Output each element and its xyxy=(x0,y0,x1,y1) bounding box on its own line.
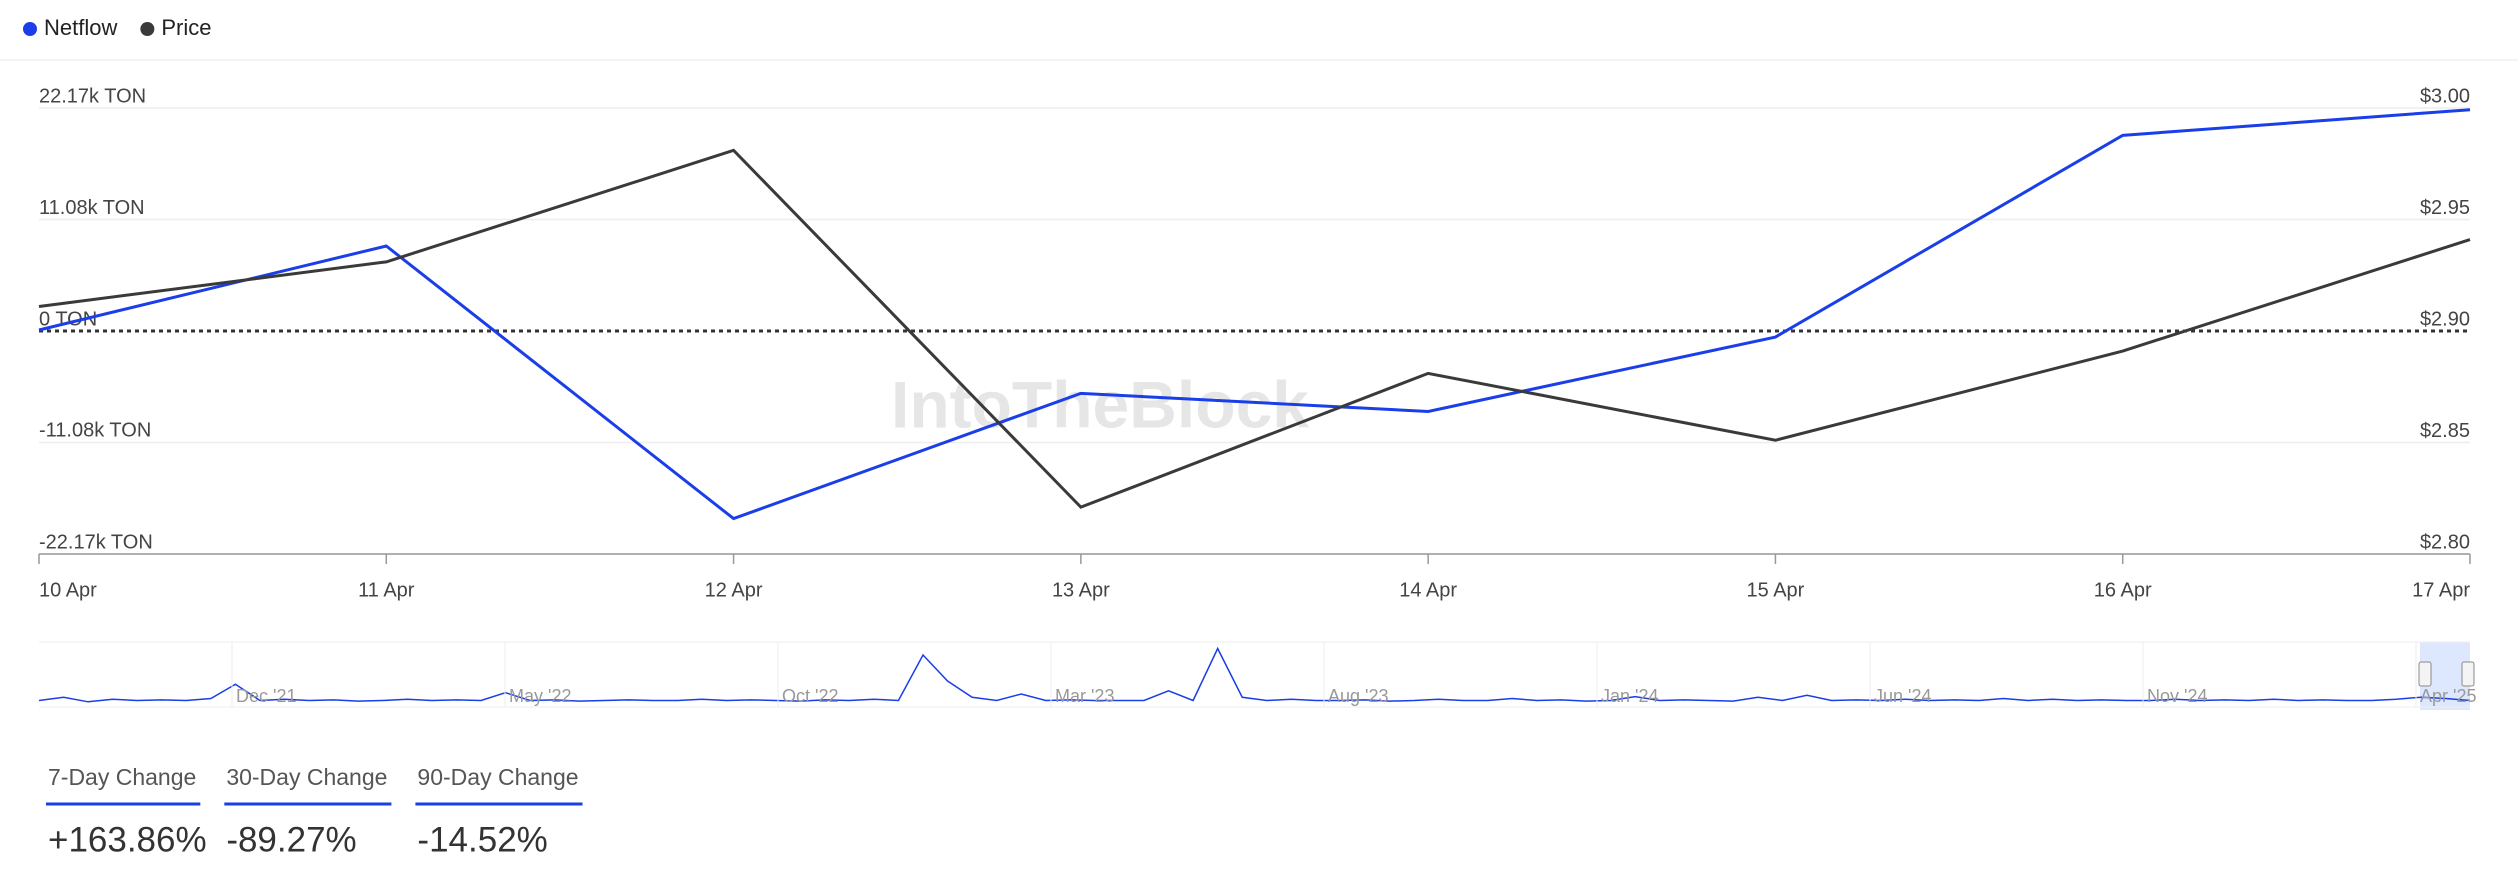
nav-label: Aug '23 xyxy=(1328,686,1389,706)
nav-line xyxy=(38,646,2471,703)
nav-label: Dec '21 xyxy=(236,686,296,706)
x-tick-label: 13 Apr xyxy=(1052,579,1110,601)
nav-handle[interactable] xyxy=(2461,661,2475,687)
y2-tick-label: $3.00 xyxy=(2420,85,2470,107)
x-tick-label: 14 Apr xyxy=(1399,579,1457,601)
stat-title[interactable]: 30-Day Change xyxy=(226,764,387,790)
y-tick-label: 22.17k TON xyxy=(39,85,146,107)
legend-label[interactable]: Price xyxy=(161,15,211,40)
x-tick-label: 17 Apr xyxy=(2412,579,2470,601)
nav-label: May '22 xyxy=(509,686,571,706)
x-tick-label: 15 Apr xyxy=(1747,579,1805,601)
x-tick-label: 10 Apr xyxy=(39,579,97,601)
stat-title[interactable]: 90-Day Change xyxy=(417,764,578,790)
nav-label: Mar '23 xyxy=(1055,686,1114,706)
legend-marker[interactable] xyxy=(140,22,155,36)
x-tick-label: 16 Apr xyxy=(2094,579,2152,601)
stat-value: -89.27% xyxy=(226,820,356,859)
watermark: IntoTheBlock xyxy=(891,367,1309,441)
y-tick-label: 0 TON xyxy=(39,308,97,330)
y2-tick-label: $2.85 xyxy=(2420,420,2470,442)
nav-handle[interactable] xyxy=(2418,661,2432,687)
nav-label: Oct '22 xyxy=(782,686,838,706)
stat-value: +163.86% xyxy=(48,820,207,859)
nav-label: Jun '24 xyxy=(1874,686,1931,706)
line-series xyxy=(38,108,2471,521)
y2-tick-label: $2.90 xyxy=(2420,308,2470,330)
y2-tick-label: $2.95 xyxy=(2420,197,2470,219)
y-tick-label: 11.08k TON xyxy=(39,197,145,219)
nav-label: Nov '24 xyxy=(2147,686,2207,706)
y-tick-label: -11.08k TON xyxy=(39,420,151,442)
stat-value: -14.52% xyxy=(417,820,547,859)
x-tick-label: 12 Apr xyxy=(705,579,763,601)
nav-label: Apr '25 xyxy=(2420,686,2476,706)
line-series xyxy=(38,148,2471,509)
x-tick-label: 11 Apr xyxy=(358,579,415,601)
nav-label: Jan '24 xyxy=(1601,686,1658,706)
y2-tick-label: $2.80 xyxy=(2420,531,2470,553)
legend-marker[interactable] xyxy=(23,22,37,36)
legend-label[interactable]: Netflow xyxy=(44,15,117,40)
y-tick-label: -22.17k TON xyxy=(39,531,153,553)
stat-title[interactable]: 7-Day Change xyxy=(48,764,196,790)
